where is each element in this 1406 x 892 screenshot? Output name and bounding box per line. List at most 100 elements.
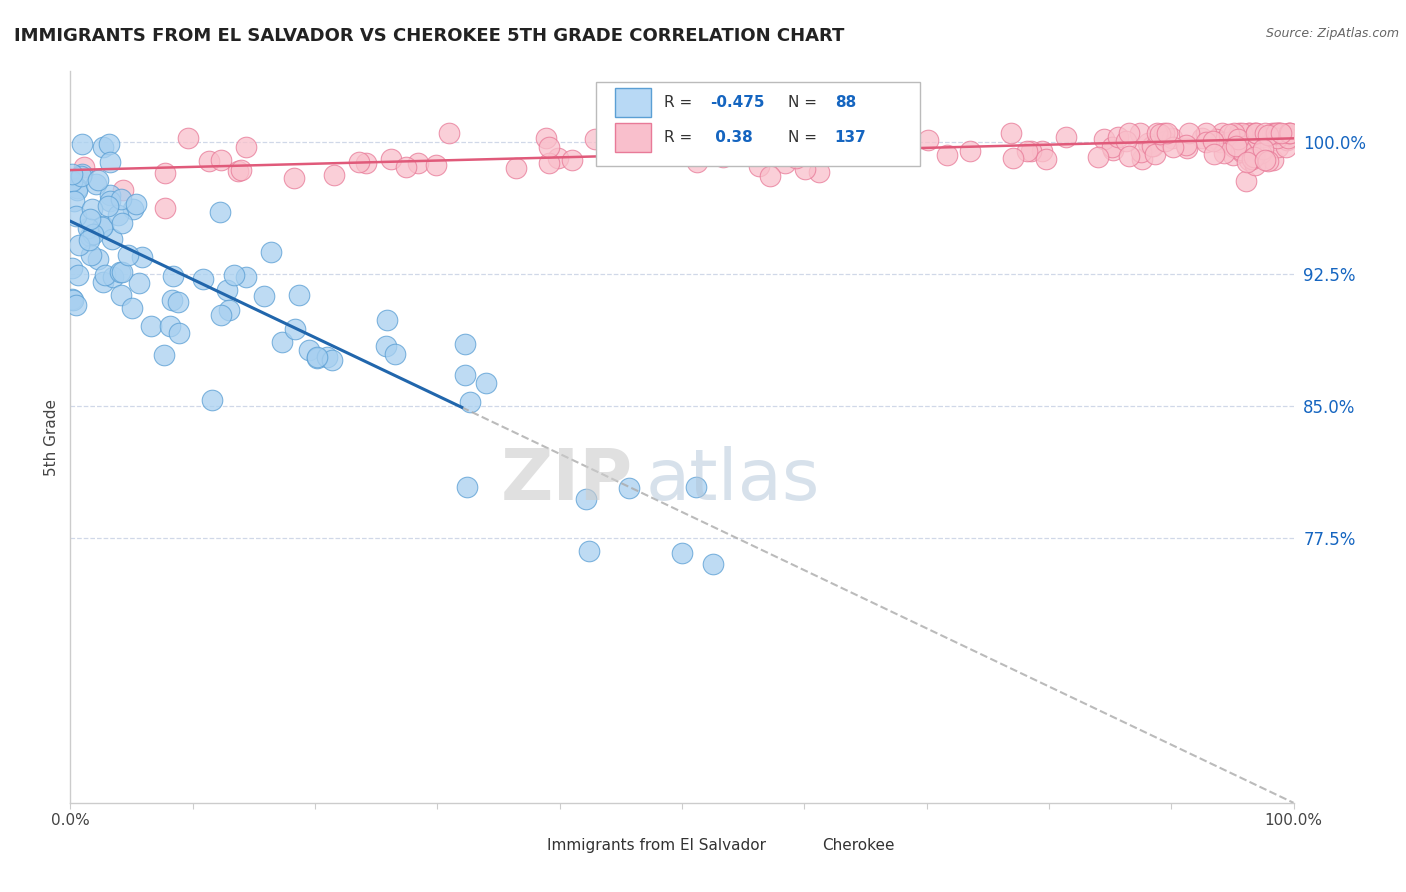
Bar [505, 834, 538, 856]
Point [111, 216, 134, 230]
Point [1209, 135, 1232, 149]
Point [1233, 136, 1256, 150]
Point [1222, 126, 1244, 140]
Text: N =: N = [789, 95, 823, 111]
Point [709, 144, 731, 158]
Point [1153, 126, 1175, 140]
Point [298, 343, 321, 357]
Point [384, 347, 406, 361]
Point [380, 152, 402, 166]
Point [107, 208, 129, 222]
Point [1229, 126, 1251, 140]
Point [1177, 126, 1199, 140]
Point [685, 481, 707, 495]
Point [97, 199, 120, 213]
Point [1241, 140, 1264, 154]
Point [98, 194, 121, 208]
Point [686, 155, 709, 169]
Point [253, 289, 276, 303]
Text: Immigrants from El Salvador: Immigrants from El Salvador [547, 838, 766, 853]
Point [284, 322, 307, 336]
Point [80, 248, 103, 262]
Point [79, 229, 101, 244]
Point [505, 161, 527, 175]
Point [111, 265, 134, 279]
Text: 137: 137 [835, 129, 866, 145]
Point [177, 131, 200, 145]
Point [1140, 138, 1163, 153]
Point [628, 136, 651, 150]
Point [162, 269, 184, 284]
Point [617, 481, 640, 495]
Text: R =: R = [664, 95, 697, 111]
Point [91, 139, 114, 153]
Point [775, 156, 797, 170]
Text: atlas: atlas [645, 447, 820, 516]
Point [110, 287, 132, 301]
Point [1154, 135, 1177, 149]
Point [162, 293, 184, 308]
Point [1191, 131, 1213, 145]
Point [91, 219, 114, 233]
Text: 88: 88 [835, 95, 856, 111]
Point [1160, 131, 1182, 145]
Point [583, 132, 606, 146]
Point [159, 318, 181, 333]
Point [1002, 151, 1025, 165]
Point [1223, 140, 1246, 154]
Text: IMMIGRANTS FROM EL SALVADOR VS CHEROKEE 5TH GRADE CORRELATION CHART: IMMIGRANTS FROM EL SALVADOR VS CHEROKEE … [14, 27, 845, 45]
Y-axis label: 5th Grade: 5th Grade [44, 399, 59, 475]
Point [713, 150, 735, 164]
Point [1267, 126, 1289, 140]
Point [356, 155, 378, 169]
FancyBboxPatch shape [596, 82, 921, 167]
Point [1253, 153, 1275, 167]
Point [1275, 133, 1298, 147]
Point [1278, 126, 1301, 140]
Point [288, 288, 311, 302]
Text: N =: N = [789, 129, 823, 145]
Point [121, 301, 143, 315]
Point [959, 144, 981, 158]
Point [87, 173, 110, 187]
Point [166, 295, 188, 310]
Text: 0.38: 0.38 [710, 129, 752, 145]
Point [547, 151, 569, 165]
Point [97, 136, 120, 151]
Point [702, 557, 724, 571]
Bar [780, 834, 814, 856]
Point [1239, 126, 1261, 140]
Point [671, 545, 693, 559]
Point [198, 153, 221, 168]
Point [1268, 128, 1291, 142]
Point [1230, 145, 1253, 160]
Point [458, 395, 481, 409]
Point [79, 212, 101, 227]
Point [218, 303, 240, 318]
Point [1161, 140, 1184, 154]
Point [1268, 126, 1291, 140]
Point [890, 126, 912, 140]
Point [131, 250, 153, 264]
Point [98, 187, 121, 202]
Point [260, 245, 283, 260]
Point [561, 153, 583, 167]
Point [454, 336, 477, 351]
Point [321, 353, 343, 368]
Point [1257, 128, 1279, 142]
Point [82, 227, 104, 241]
Point [1230, 126, 1253, 140]
Text: -0.475: -0.475 [710, 95, 765, 111]
Point [1253, 126, 1275, 140]
Point [231, 163, 253, 178]
Point [169, 326, 191, 341]
Point [794, 162, 817, 177]
Point [270, 335, 292, 350]
Point [283, 171, 305, 186]
Text: Source: ZipAtlas.com: Source: ZipAtlas.com [1265, 27, 1399, 40]
Point [375, 313, 398, 327]
Point [1244, 157, 1267, 171]
Point [1282, 129, 1305, 144]
Point [818, 141, 841, 155]
Point [60, 167, 83, 181]
